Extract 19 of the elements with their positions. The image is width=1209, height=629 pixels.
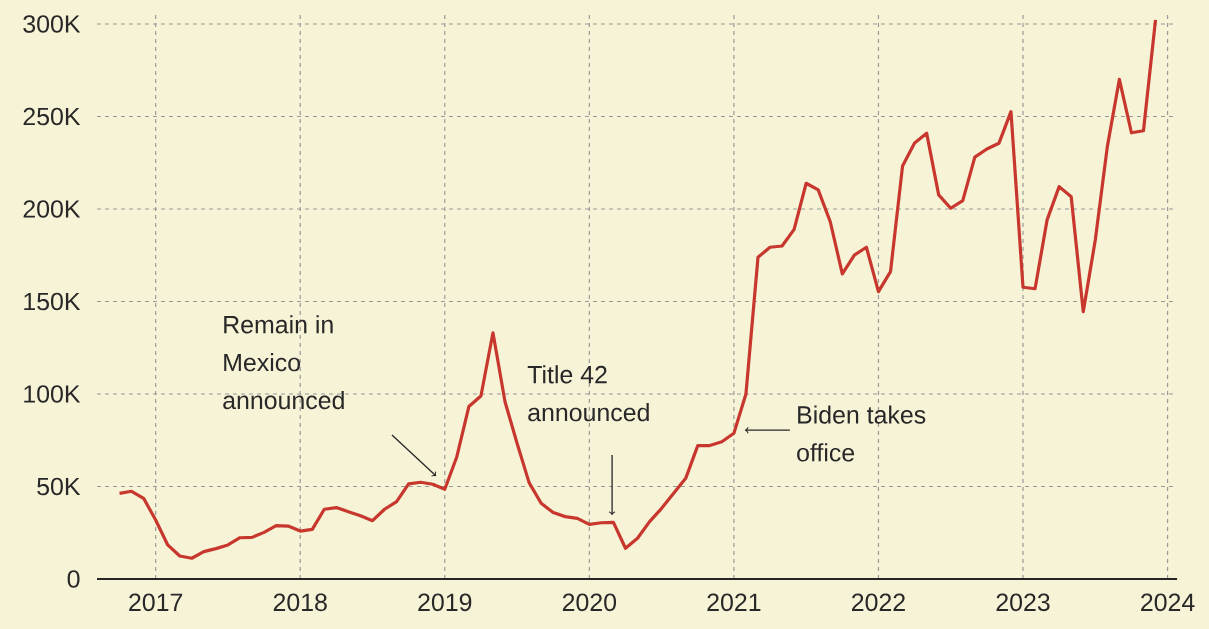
x-tick-label: 2023 — [996, 593, 1050, 612]
x-tick-label: 2022 — [852, 593, 905, 612]
y-tick-label: 100K — [24, 385, 81, 403]
annotation: Title 42 announced — [527, 365, 649, 422]
x-tick-label: 2021 — [707, 593, 761, 612]
x-tick-label: 2017 — [129, 593, 183, 612]
y-tick-label: 200K — [23, 200, 81, 218]
x-tick-label: 2020 — [562, 593, 617, 612]
x-tick-label: 2019 — [418, 593, 472, 612]
x-tick-label: 2024 — [1141, 593, 1195, 612]
y-tick-label: 50K — [37, 477, 81, 496]
annotation: Remain in Mexico announced — [223, 315, 344, 410]
y-tick-label: 0 — [67, 570, 80, 588]
y-tick-label: 250K — [23, 107, 81, 126]
annotation: Biden takes office — [797, 405, 926, 462]
x-tick-label: 2018 — [273, 593, 327, 612]
y-tick-label: 300K — [23, 15, 81, 33]
line-series — [117, 18, 1158, 560]
y-tick-label: 150K — [24, 292, 81, 311]
